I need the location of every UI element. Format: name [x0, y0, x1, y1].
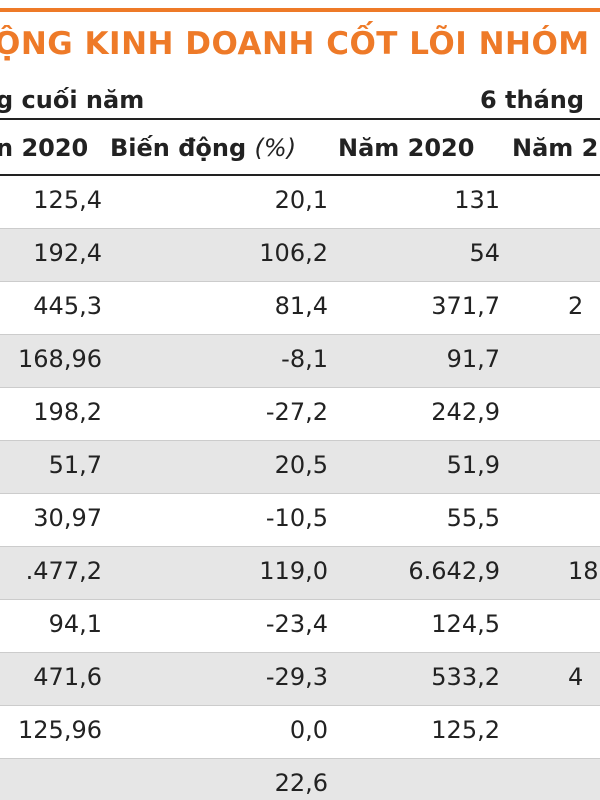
table-cell-c4: 18.2: [568, 557, 600, 585]
table-row: 198,2 -27,2 242,9: [0, 388, 600, 441]
table-cell-c2: -27,2: [265, 398, 328, 426]
table-cell-c1: 445,3: [33, 292, 102, 320]
table-cell-c2: 81,4: [274, 292, 328, 320]
column-header-row: n 2020 Biến động (%) Năm 2020 Năm 2: [0, 120, 600, 176]
table-cell-c3: 54: [469, 239, 500, 267]
table-row: 125,96 0,0 125,2: [0, 706, 600, 759]
column-header-change-unit: (%): [254, 134, 297, 162]
table-cell-c1: 94,1: [48, 610, 102, 638]
table-row: 192,4 106,2 54: [0, 229, 600, 282]
table-cell-c2: 20,1: [274, 186, 328, 214]
table-cell-c3: 51,9: [446, 451, 500, 479]
table-row: 30,97 -10,5 55,5: [0, 494, 600, 547]
table-cell-c2: -10,5: [265, 504, 328, 532]
table-cell-c1: 51,7: [48, 451, 102, 479]
table-cell-c3: 91,7: [446, 345, 500, 373]
column-header-change: Biến động (%): [110, 134, 296, 162]
table-row: 168,96 -8,1 91,7: [0, 335, 600, 388]
table-cell-c3: 125,2: [431, 716, 500, 744]
accent-rule: [0, 8, 600, 12]
table-cell-c2: -23,4: [265, 610, 328, 638]
table-cell-c1: 192,4: [33, 239, 102, 267]
table-cell-c2: 119,0: [259, 557, 328, 585]
table-cell-c1: 198,2: [33, 398, 102, 426]
table-cell-c1: 168,96: [18, 345, 102, 373]
table-cell-c3: 242,9: [431, 398, 500, 426]
table-row: 471,6 -29,3 533,2 4: [0, 653, 600, 706]
table-cell-c2: -29,3: [265, 663, 328, 691]
table-cell-c1: .477,2: [25, 557, 102, 585]
table-cell-c3: 131: [454, 186, 500, 214]
table-cell-c4: 4: [568, 663, 584, 691]
column-header-six-month-next: Năm 2: [512, 134, 599, 162]
column-header-year-2020: n 2020: [0, 134, 89, 162]
group-header-six-months: 6 tháng: [480, 86, 585, 114]
table-row: 22,6: [0, 759, 600, 800]
group-header-row: g cuối năm 6 tháng: [0, 82, 600, 120]
column-header-six-month-2020: Năm 2020: [338, 134, 475, 162]
column-header-change-label: Biến động: [110, 134, 247, 162]
table-cell-c3: 6.642,9: [408, 557, 500, 585]
table-cell-c3: 124,5: [431, 610, 500, 638]
table-cell-c2: 0,0: [289, 716, 328, 744]
table-cell-c4: 2: [568, 292, 584, 320]
table-row: 125,4 20,1 131: [0, 176, 600, 229]
table-cell-c3: 533,2: [431, 663, 500, 691]
table-row: .477,2 119,0 6.642,9 18.2: [0, 547, 600, 600]
table-cell-c2: -8,1: [281, 345, 328, 373]
table-cell-c3: 55,5: [446, 504, 500, 532]
table-cell-c2: 22,6: [274, 769, 328, 797]
data-table: 125,4 20,1 131 192,4 106,2 54 445,3 81,4 371,7 2 1…: [0, 176, 600, 800]
table-row: 445,3 81,4 371,7 2: [0, 282, 600, 335]
table-cell-c1: 471,6: [33, 663, 102, 691]
table-cell-c3: 371,7: [431, 292, 500, 320]
table-row: 51,7 20,5 51,9: [0, 441, 600, 494]
group-header-year-end: g cuối năm: [0, 86, 145, 114]
table-row: 94,1 -23,4 124,5: [0, 600, 600, 653]
table-cell-c1: 125,4: [33, 186, 102, 214]
table-cell-c1: 125,96: [18, 716, 102, 744]
table-cell-c1: 30,97: [33, 504, 102, 532]
table-cell-c2: 20,5: [274, 451, 328, 479]
table-title: ỘNG KINH DOANH CỐT LÕI NHÓM: [0, 26, 590, 62]
table-cell-c2: 106,2: [259, 239, 328, 267]
